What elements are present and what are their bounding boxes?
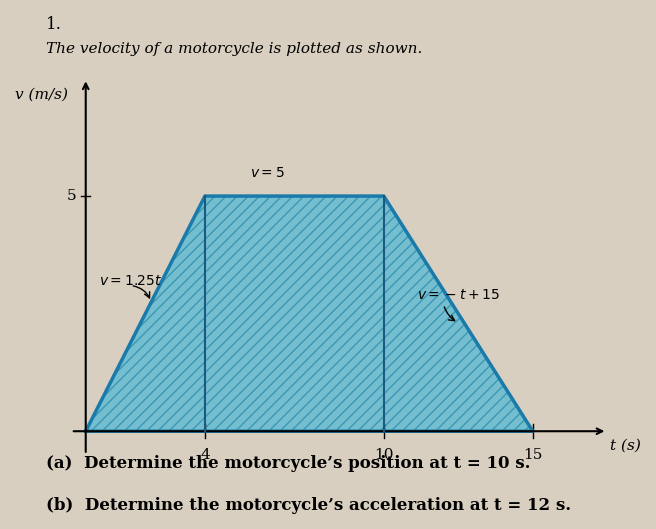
Text: t (s): t (s) bbox=[610, 438, 641, 452]
Text: $v = 5$: $v = 5$ bbox=[250, 166, 285, 179]
Text: 4: 4 bbox=[200, 448, 210, 462]
Text: $v = 1.25t$: $v = 1.25t$ bbox=[99, 273, 163, 288]
Text: The velocity of a motorcycle is plotted as shown.: The velocity of a motorcycle is plotted … bbox=[46, 42, 422, 56]
Text: 10: 10 bbox=[374, 448, 394, 462]
Text: v (m/s): v (m/s) bbox=[15, 88, 68, 102]
Text: 15: 15 bbox=[523, 448, 543, 462]
Text: 5: 5 bbox=[67, 189, 77, 203]
Polygon shape bbox=[86, 196, 533, 431]
Text: (b)  Determine the motorcycle’s acceleration at t = 12 s.: (b) Determine the motorcycle’s accelerat… bbox=[46, 497, 571, 514]
Text: 1.: 1. bbox=[46, 16, 62, 33]
Text: (a)  Determine the motorcycle’s position at t = 10 s.: (a) Determine the motorcycle’s position … bbox=[46, 455, 531, 472]
Text: $v = -t + 15$: $v = -t + 15$ bbox=[417, 288, 500, 302]
